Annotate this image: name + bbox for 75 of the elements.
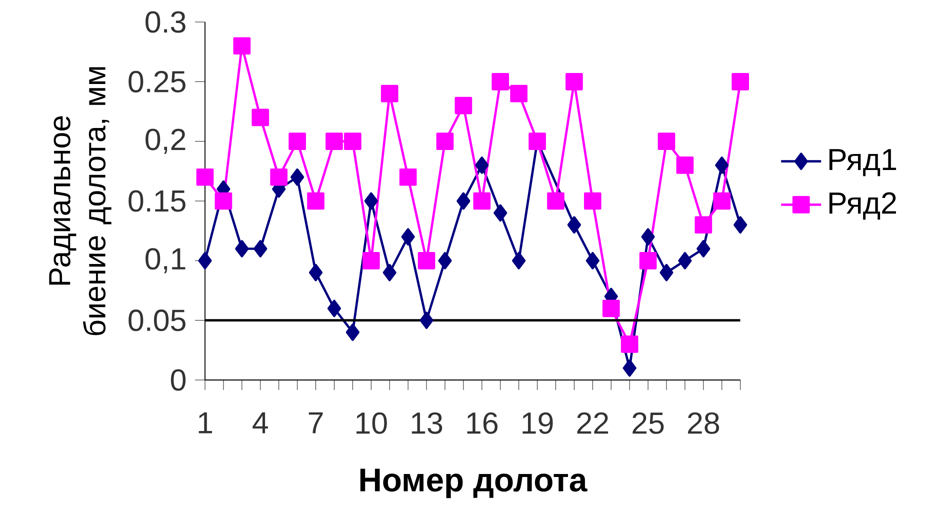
point — [198, 252, 212, 270]
legend-label: Ряд2 — [829, 192, 896, 220]
point — [327, 300, 342, 318]
point — [362, 252, 380, 270]
point — [547, 192, 564, 210]
y-tick-label: 0.25 — [128, 70, 186, 92]
point — [510, 84, 528, 102]
x-tick-label: 4 — [252, 412, 268, 434]
y-tick-label: 0.05 — [128, 310, 186, 332]
point — [676, 156, 694, 174]
point — [438, 252, 452, 270]
point — [622, 359, 636, 377]
point — [584, 192, 602, 210]
point — [639, 252, 657, 270]
point — [567, 216, 581, 234]
point — [382, 264, 396, 282]
point — [454, 96, 472, 114]
y-axis-title: Радиальное биение долота, мм — [49, 67, 112, 336]
x-tick-label: 1 — [198, 412, 212, 434]
point — [214, 192, 232, 210]
point — [660, 264, 674, 282]
x-tick-label: 10 — [356, 412, 387, 434]
point — [307, 192, 324, 210]
point — [254, 240, 268, 258]
point — [308, 264, 323, 282]
point — [713, 192, 731, 210]
point — [566, 73, 583, 90]
point — [326, 132, 343, 150]
x-tick-label: 22 — [577, 412, 608, 434]
point — [196, 168, 214, 186]
point — [732, 73, 750, 90]
point — [290, 168, 304, 186]
point — [401, 228, 415, 246]
x-tick-label: 25 — [632, 412, 664, 434]
point — [270, 168, 288, 186]
point — [492, 73, 510, 90]
legend-label: Ряд1 — [829, 149, 896, 176]
point — [715, 156, 729, 174]
y-tick-label: 0.15 — [128, 190, 186, 212]
point — [380, 84, 398, 102]
point — [344, 132, 362, 150]
point — [252, 108, 270, 126]
x-tick-label: 28 — [688, 412, 720, 434]
point — [602, 300, 620, 318]
point — [658, 132, 676, 150]
point — [235, 240, 249, 258]
point — [288, 132, 306, 150]
point — [420, 312, 434, 330]
point — [436, 132, 454, 150]
point — [364, 192, 378, 210]
y-tick-label: 0,1 — [146, 248, 186, 274]
point — [512, 252, 526, 270]
point — [399, 168, 417, 186]
x-tick-label: 19 — [522, 412, 553, 434]
x-tick-label: 7 — [308, 412, 323, 434]
point — [456, 192, 470, 210]
point — [346, 324, 360, 341]
y-tick-label: 0 — [170, 369, 186, 391]
point — [641, 228, 655, 246]
point — [694, 216, 712, 234]
x-axis-title: Номер долота — [360, 468, 588, 498]
point — [494, 204, 508, 222]
point — [418, 252, 436, 270]
point — [734, 216, 748, 234]
y-tick-label: 0,2 — [146, 128, 186, 154]
point — [586, 252, 600, 270]
point — [696, 240, 710, 258]
point — [233, 37, 251, 55]
y-tick-label: 0.3 — [146, 11, 186, 33]
point — [475, 156, 489, 174]
x-tick-label: 13 — [412, 412, 442, 434]
point — [620, 336, 638, 353]
point — [678, 252, 692, 270]
point — [473, 192, 491, 210]
x-tick-label: 16 — [467, 412, 498, 434]
